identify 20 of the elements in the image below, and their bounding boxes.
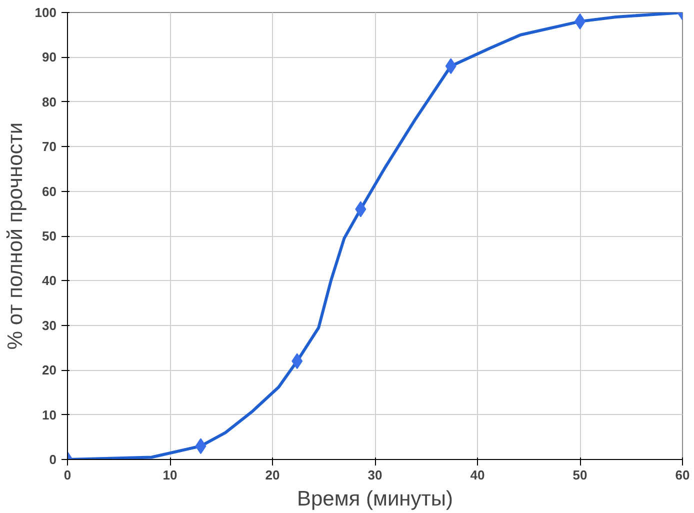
y-tick-label: 30 [42, 318, 57, 333]
y-tick-label: 40 [42, 273, 57, 288]
y-axis-title: % от полной прочности [4, 122, 27, 350]
x-tick-label: 0 [64, 468, 72, 482]
y-tick-label: 70 [42, 139, 57, 154]
y-tick-label: 10 [42, 407, 57, 422]
y-tick-label: 90 [42, 50, 57, 65]
x-tick-label: 10 [162, 468, 178, 482]
y-tick-label: 50 [42, 228, 57, 244]
y-tick-label: 100 [34, 5, 57, 20]
x-tick-label: 50 [572, 468, 588, 482]
y-tick-label: 0 [49, 452, 57, 467]
y-tick-label: 80 [42, 94, 57, 110]
x-tick-label: 20 [265, 468, 280, 482]
x-tick-label: 40 [470, 468, 485, 482]
y-tick-label: 60 [42, 184, 57, 199]
x-tick-label: 60 [675, 468, 690, 482]
x-axis-title: Время (минуты) [297, 488, 453, 510]
x-tick-label: 30 [368, 468, 382, 482]
y-tick-label: 20 [42, 362, 57, 378]
